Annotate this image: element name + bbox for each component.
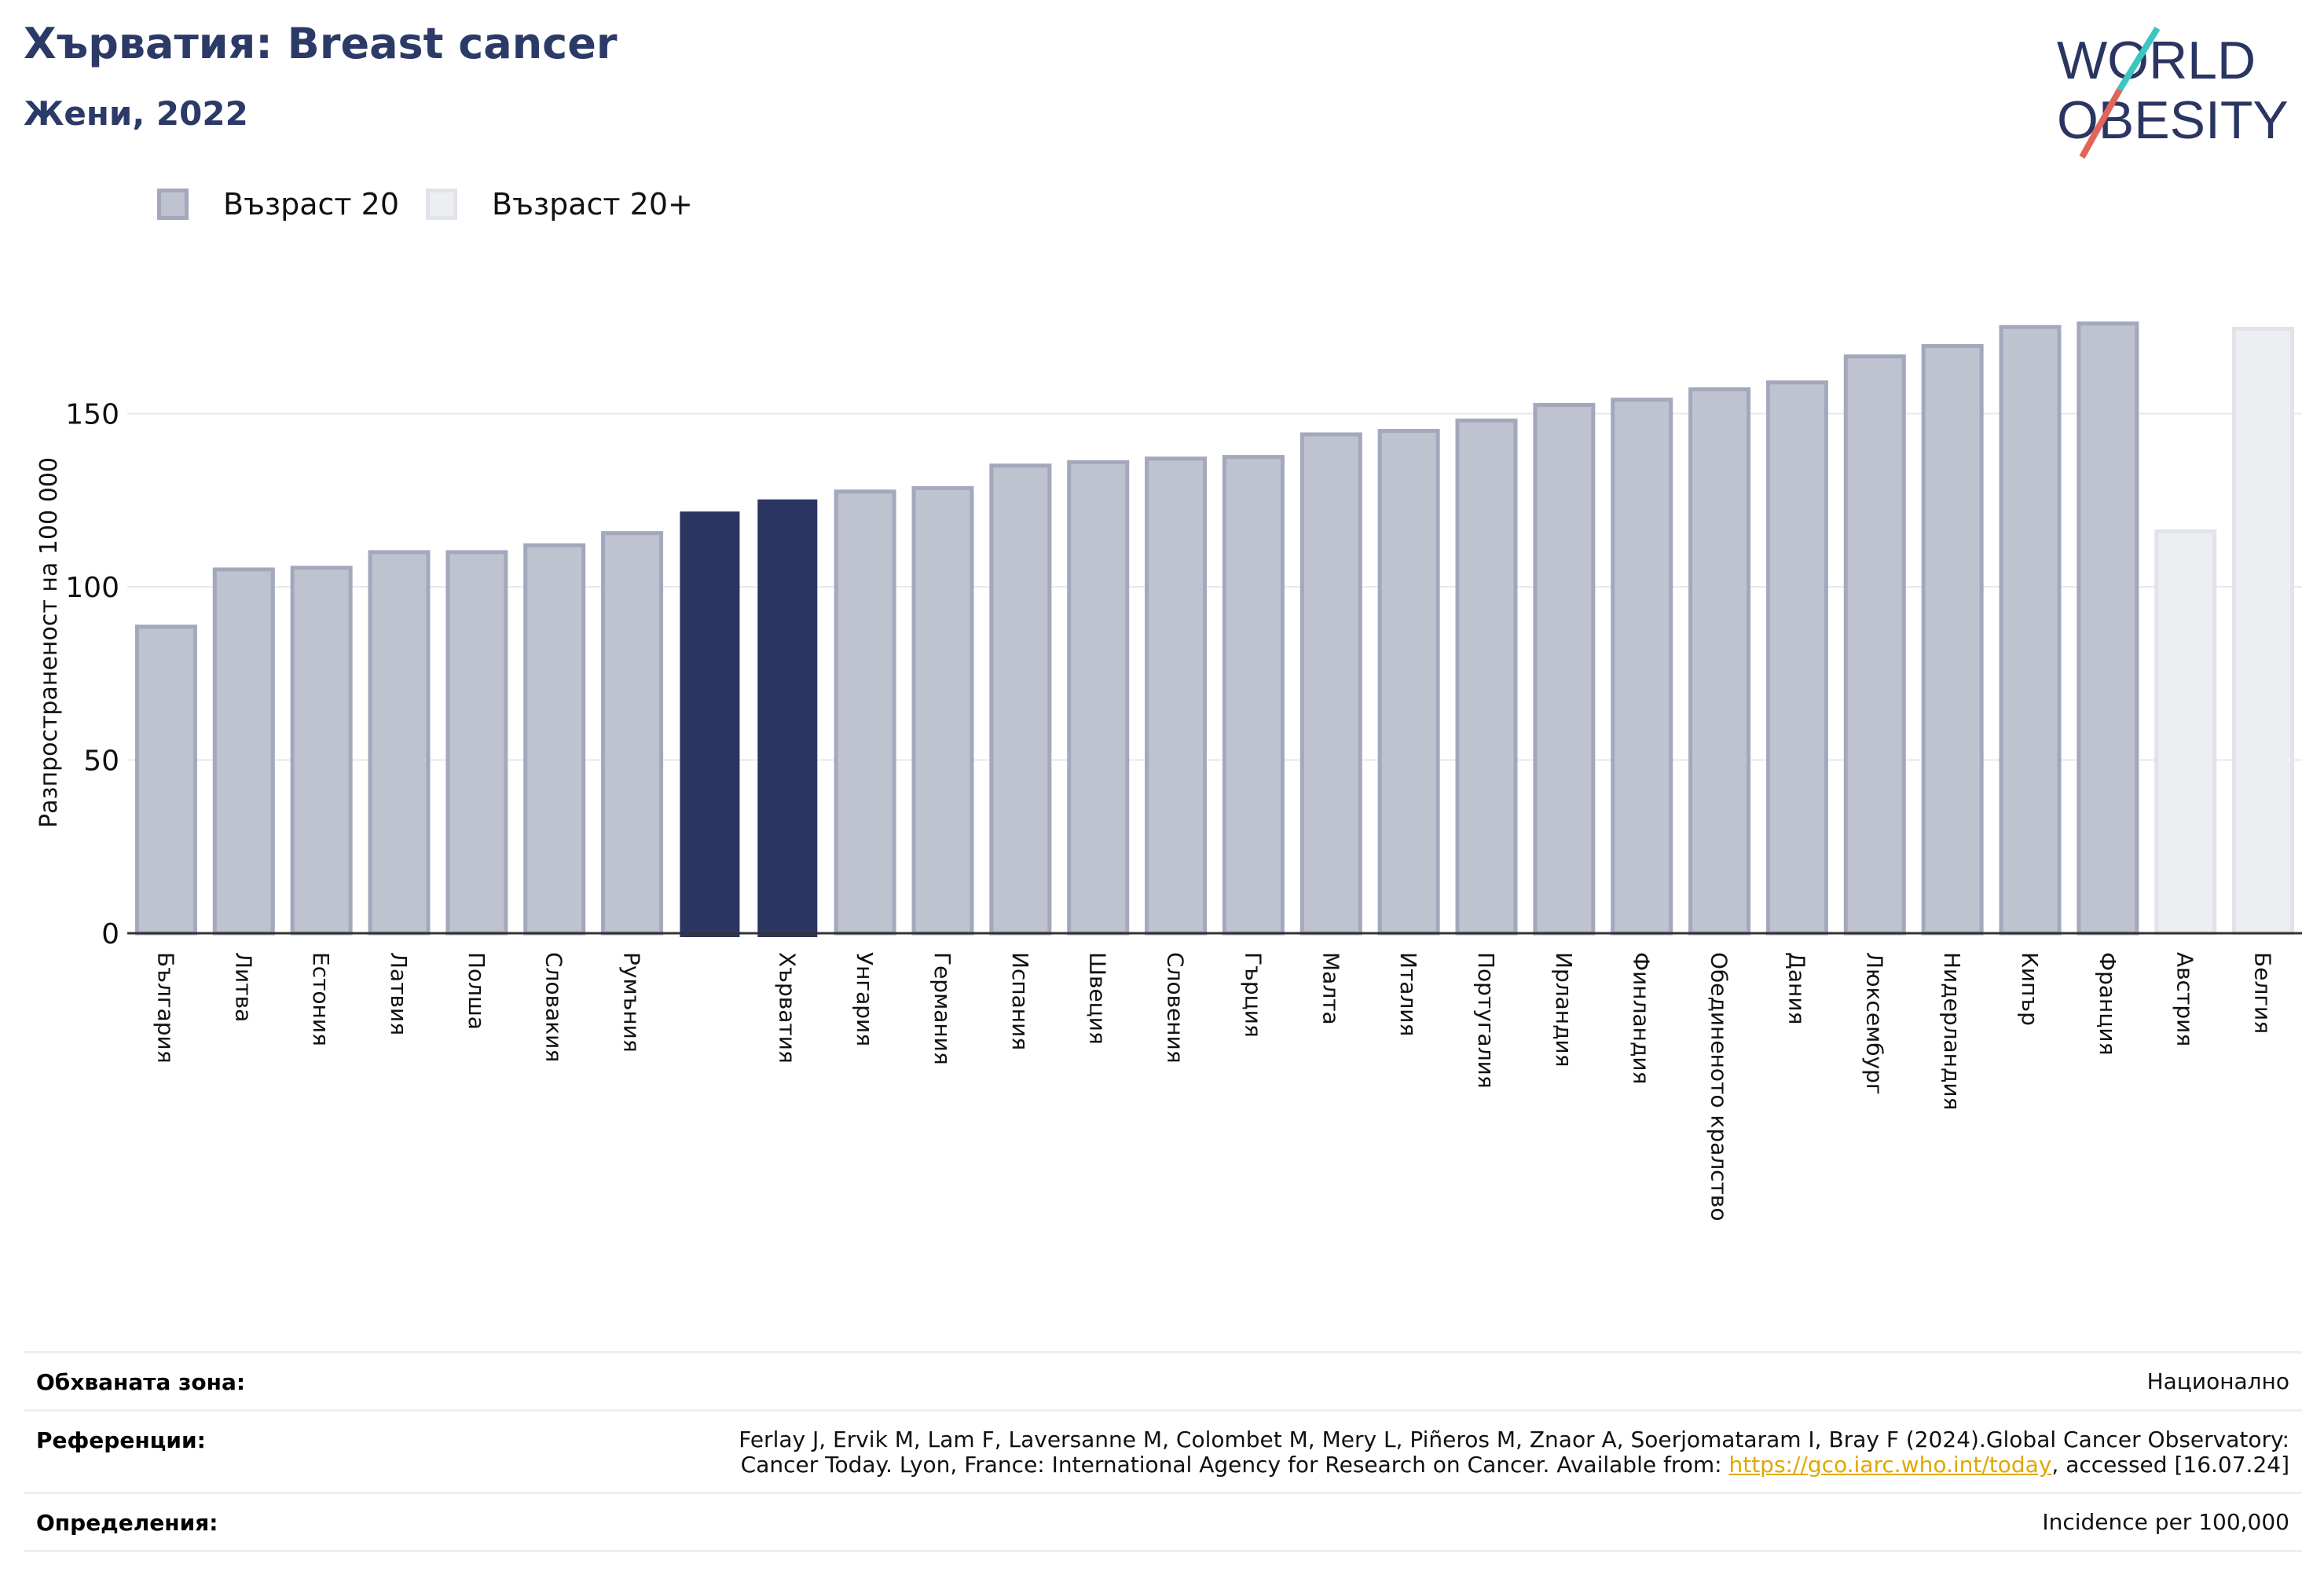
logo-word-2: OBESITY	[2057, 90, 2289, 150]
x-tick-label-Франция: Франция	[2095, 952, 2121, 1055]
bar-Румъния	[601, 531, 664, 936]
x-tick-label-Италия: Италия	[1395, 952, 1421, 1036]
bar-Дания	[1765, 380, 1828, 936]
footer-row-references: Референции: Ferlay J, Ervik M, Lam F, La…	[24, 1409, 2302, 1492]
definitions-label: Определения:	[36, 1510, 218, 1536]
x-tick-label-Ирландия: Ирландия	[1551, 952, 1577, 1067]
references-label: Референции:	[36, 1427, 206, 1453]
references-link[interactable]: https://gco.iarc.who.int/today	[1728, 1452, 2052, 1478]
definitions-value: Incidence per 100,000	[2042, 1509, 2289, 1535]
legend-label-age20plus: Възраст 20+	[492, 187, 693, 222]
x-tick-label-Латвия: Латвия	[386, 952, 412, 1035]
bar-Финландия	[1611, 397, 1673, 936]
bar-Обединеното кралство	[1688, 387, 1751, 936]
y-tick-label-150: 150	[65, 399, 119, 431]
references-line-2-post: , accessed [16.07.24]	[2051, 1452, 2289, 1478]
bar-Естония	[290, 566, 353, 936]
bar-Малта	[1299, 432, 1362, 936]
y-tick-label-0: 0	[101, 918, 119, 951]
bar-Гърция	[1222, 455, 1285, 936]
info-footer: Обхваната зона: Национално Референции: F…	[24, 1351, 2302, 1552]
x-tick-label-Люксембург: Люксембург	[1861, 952, 1887, 1095]
references-line-2-pre: Cancer Today. Lyon, France: Internationa…	[740, 1452, 1729, 1478]
x-tick-label-Дания: Дания	[1783, 952, 1809, 1024]
y-axis-label: Разпространеност на 100 000	[35, 457, 63, 828]
bar-Португалия	[1455, 418, 1518, 936]
x-tick-label-Румъния: Румъния	[619, 952, 645, 1053]
bar-Латвия	[368, 550, 431, 936]
bar-Унгария	[834, 489, 896, 936]
x-tick-label-Словакия: Словакия	[541, 952, 567, 1062]
legend-swatch-age20plus	[426, 189, 457, 220]
logo-slash-red	[2079, 88, 2123, 159]
legend-label-age20: Възраст 20	[223, 187, 399, 222]
x-tick-label-Гърция: Гърция	[1240, 952, 1266, 1038]
y-tick-label-100: 100	[65, 572, 119, 604]
bar-Франция	[2077, 321, 2139, 936]
legend: Възраст 20 Възраст 20+	[157, 182, 720, 226]
x-tick-label-Полша: Полша	[464, 952, 489, 1030]
footer-row-coverage: Обхваната зона: Национално	[24, 1351, 2302, 1409]
world-obesity-logo: WORLD OBESITY	[2057, 26, 2289, 159]
coverage-label: Обхваната зона:	[36, 1369, 246, 1395]
chart-title: Хърватия: Breast cancer	[24, 19, 618, 68]
references-line-1: Ferlay J, Ervik M, Lam F, Laversanne M, …	[739, 1427, 2289, 1452]
coverage-value: Национално	[2146, 1368, 2289, 1394]
legend-item-age20plus[interactable]: Възраст 20+	[426, 187, 693, 222]
x-tick-label-Нидерландия: Нидерландия	[1939, 952, 1965, 1110]
bar-Словения	[1145, 456, 1208, 936]
x-tick-label-Кипър: Кипър	[2017, 952, 2043, 1026]
bar-Словакия	[523, 543, 586, 936]
bar-unlabeled-7	[680, 511, 740, 937]
x-tick-label-Германия: Германия	[929, 952, 955, 1065]
x-tick-label-Хърватия: Хърватия	[774, 952, 800, 1064]
bar-Люксембург	[1843, 354, 1906, 936]
x-tick-label-Португалия: Португалия	[1473, 952, 1499, 1089]
x-tick-label-Испания: Испания	[1007, 952, 1033, 1050]
x-tick-label-Обединеното кралство: Обединеното кралство	[1706, 952, 1732, 1221]
x-tick-label-Естония: Естония	[308, 952, 334, 1046]
bar-България	[134, 625, 197, 936]
bar-Австрия	[2154, 529, 2217, 936]
legend-swatch-age20	[157, 189, 189, 220]
x-tick-label-Унгария: Унгария	[852, 952, 878, 1046]
x-tick-label-Белгия: Белгия	[2250, 952, 2276, 1034]
bar-Полша	[445, 550, 508, 936]
references-value: Ferlay J, Ervik M, Lam F, Laversanne M, …	[739, 1427, 2289, 1478]
chart-subtitle: Жени, 2022	[24, 94, 248, 133]
x-tick-label-Швеция: Швеция	[1085, 952, 1111, 1045]
x-tick-label-България: България	[152, 952, 178, 1064]
bar-Нидерландия	[1921, 344, 1984, 936]
bar-Ирландия	[1533, 402, 1596, 936]
bar-Литва	[212, 567, 275, 936]
y-tick-label-50: 50	[83, 745, 119, 778]
x-tick-label-Малта: Малта	[1318, 952, 1343, 1025]
bar-Хърватия	[757, 499, 818, 937]
logo-slash-teal	[2117, 26, 2161, 92]
legend-item-age20[interactable]: Възраст 20	[157, 187, 399, 222]
logo-word-1: WORLD	[2057, 31, 2256, 90]
bar-Кипър	[1999, 324, 2062, 936]
x-tick-label-Словения: Словения	[1163, 952, 1189, 1064]
footer-row-definitions: Определения: Incidence per 100,000	[24, 1492, 2302, 1552]
bar-Швеция	[1067, 460, 1130, 936]
x-tick-label-Литва: Литва	[230, 952, 256, 1022]
bar-Италия	[1377, 429, 1440, 936]
x-tick-label-Финландия: Финландия	[1629, 952, 1655, 1084]
bar-Белгия	[2232, 326, 2295, 936]
bar-Германия	[911, 485, 974, 936]
bar-Испания	[989, 463, 1052, 936]
x-tick-label-Австрия: Австрия	[2172, 952, 2198, 1046]
